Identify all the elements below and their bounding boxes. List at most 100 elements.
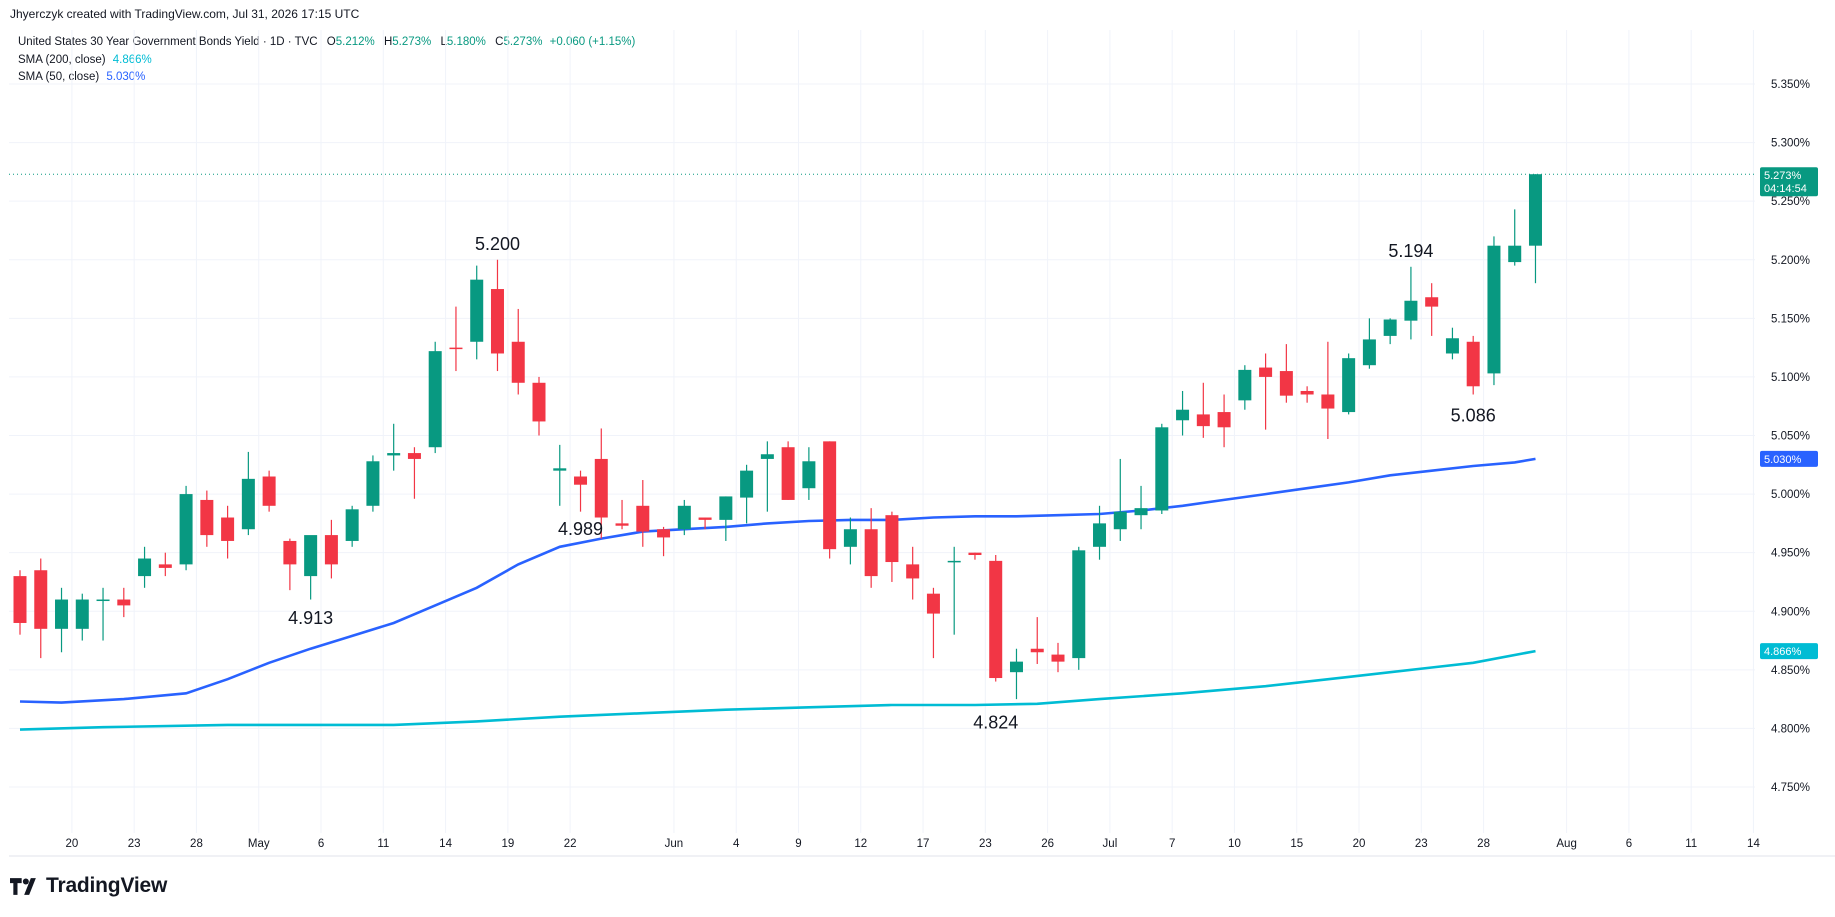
candle: [719, 496, 733, 541]
candle: [1362, 318, 1376, 369]
candle: [221, 505, 235, 559]
x-tick-label: 11: [377, 838, 389, 850]
candle-body: [1383, 319, 1397, 336]
candle-body: [636, 505, 650, 532]
candle-body: [1176, 409, 1190, 421]
candle: [1466, 335, 1480, 395]
chart-legend: United States 30 Year Government Bonds Y…: [18, 34, 635, 87]
candle: [864, 508, 878, 588]
candle-body: [470, 279, 484, 342]
legend-symbol-row[interactable]: United States 30 Year Government Bonds Y…: [18, 34, 635, 52]
tradingview-logo[interactable]: TradingView: [10, 874, 167, 898]
candle: [885, 511, 899, 582]
candle: [449, 306, 463, 372]
candle-body: [221, 517, 235, 541]
candle: [1196, 382, 1210, 438]
x-tick-label: 28: [1477, 838, 1490, 850]
candle: [200, 490, 214, 547]
candle-body: [1300, 390, 1314, 395]
candle-body: [657, 529, 671, 538]
change-value: +0.060 (+1.15%): [549, 36, 636, 48]
candle: [13, 570, 27, 635]
y-tick-label: 5.200%: [1771, 255, 1810, 267]
candle: [345, 505, 359, 547]
candle: [553, 444, 567, 506]
sma200-tag-text: 4.866%: [1764, 646, 1802, 658]
candle-body: [1051, 654, 1065, 662]
candle: [636, 480, 650, 547]
candle: [1528, 174, 1542, 284]
sma50-tag-bg: [1760, 450, 1818, 467]
candle-body: [345, 509, 359, 541]
candle-body: [241, 478, 255, 530]
x-tick-label: 11: [1685, 838, 1697, 850]
open-label: O: [326, 36, 336, 48]
sma200-label: SMA (200, close): [18, 53, 106, 66]
tradingview-logo-icon: [10, 877, 36, 895]
candle: [1093, 505, 1107, 560]
x-tick-label: 20: [1353, 838, 1366, 850]
candle: [1383, 318, 1397, 345]
y-tick-label: 5.150%: [1771, 313, 1810, 325]
price-annotation: 4.989: [558, 519, 603, 539]
candle: [1217, 394, 1231, 448]
candle: [698, 517, 712, 530]
candle: [158, 552, 172, 577]
x-tick-label: 9: [795, 838, 801, 850]
y-tick-label: 5.100%: [1771, 372, 1810, 384]
candle: [947, 546, 961, 635]
candle: [989, 555, 1003, 682]
candle-body: [594, 458, 608, 518]
candle-body: [1155, 427, 1169, 511]
candle-body: [283, 540, 297, 565]
close-value: 5.273%: [503, 36, 543, 48]
candle-body: [1321, 394, 1335, 409]
candle: [1487, 236, 1501, 386]
tradingview-brand-text: TradingView: [46, 874, 168, 897]
candle: [304, 535, 318, 600]
candle-body: [138, 558, 152, 577]
candle: [138, 546, 152, 588]
x-tick-label: 15: [1290, 838, 1303, 850]
candle: [387, 423, 401, 471]
candle: [1342, 353, 1356, 415]
candle-body: [698, 517, 712, 520]
price-annotation: 5.194: [1388, 241, 1433, 261]
y-tick-label: 5.050%: [1771, 431, 1810, 443]
attribution: Jhyerczyk created with TradingView.com, …: [10, 7, 360, 21]
x-tick-label: 10: [1228, 838, 1241, 850]
candle: [843, 517, 857, 565]
candle: [574, 470, 588, 512]
candle-body: [532, 382, 546, 422]
candle: [117, 587, 131, 618]
candle: [428, 341, 442, 454]
y-tick-label: 4.800%: [1771, 723, 1810, 735]
candle-body: [1445, 338, 1459, 354]
candle: [1259, 353, 1273, 430]
legend-sma50-row[interactable]: SMA (50, close) 5.030%: [18, 69, 635, 87]
candle-body: [324, 535, 338, 565]
sma200-value: 4.866%: [112, 53, 152, 66]
price-tags: 5.273%04:14:54 5.030% 4.866%: [1760, 167, 1818, 660]
candles: [9, 173, 1755, 700]
x-tick-label: 19: [501, 838, 514, 850]
candle: [1113, 458, 1127, 541]
grid-lines: [9, 30, 1835, 857]
open-value: 5.212%: [335, 36, 375, 48]
candle-body: [968, 552, 982, 556]
x-tick-label: Aug: [1556, 838, 1576, 850]
candle-body: [1113, 511, 1127, 530]
candle-body: [428, 351, 442, 448]
axes[interactable]: 5.350% 5.300% 5.250% 5.200% 5.150% 5.100% 5.05…: [66, 79, 1811, 850]
candle-body: [1404, 300, 1418, 321]
candle: [1404, 266, 1418, 340]
low-label: L: [440, 36, 447, 48]
candle: [179, 485, 193, 571]
candle: [1155, 423, 1169, 515]
legend-sma200-row[interactable]: SMA (200, close) 4.866%: [18, 52, 635, 70]
candle-body: [906, 564, 920, 579]
y-tick-label: 4.750%: [1771, 782, 1810, 794]
y-tick-label: 4.950%: [1771, 548, 1810, 560]
candle-body: [1217, 412, 1231, 428]
